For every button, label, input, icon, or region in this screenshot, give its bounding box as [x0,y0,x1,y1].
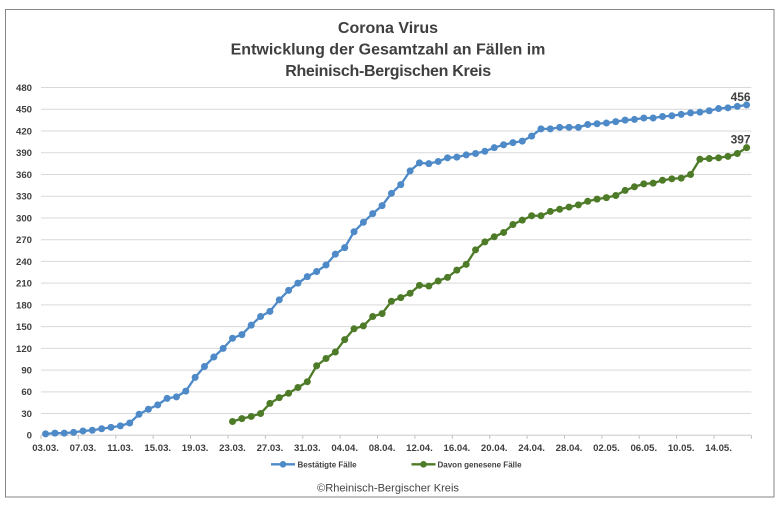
svg-text:150: 150 [16,322,32,333]
svg-text:02.05.: 02.05. [593,443,620,454]
svg-text:31.03.: 31.03. [294,443,321,454]
svg-text:210: 210 [16,279,32,290]
svg-text:10.05.: 10.05. [668,443,695,454]
svg-text:24.04.: 24.04. [518,443,545,454]
svg-text:30: 30 [21,409,32,420]
svg-text:90: 90 [21,366,32,377]
svg-text:©Rheinisch-Bergischer Kreis: ©Rheinisch-Bergischer Kreis [317,483,459,495]
svg-text:456: 456 [731,90,751,104]
svg-text:480: 480 [16,83,32,94]
svg-text:180: 180 [16,300,32,311]
svg-text:23.03.: 23.03. [219,443,246,454]
svg-text:28.04.: 28.04. [556,443,583,454]
svg-text:240: 240 [16,257,32,268]
svg-text:420: 420 [16,126,32,137]
svg-text:330: 330 [16,192,32,203]
svg-text:Bestätigte Fälle: Bestätigte Fälle [298,460,358,469]
svg-text:Corona Virus: Corona Virus [338,20,438,37]
svg-text:300: 300 [16,213,32,224]
svg-text:Davon genesene Fälle: Davon genesene Fälle [438,460,523,469]
svg-text:397: 397 [731,133,751,147]
svg-text:270: 270 [16,235,32,246]
svg-text:0: 0 [27,431,32,442]
svg-text:16.04.: 16.04. [444,443,471,454]
svg-text:14.05.: 14.05. [705,443,732,454]
svg-text:450: 450 [16,105,32,116]
svg-text:12.04.: 12.04. [406,443,433,454]
svg-text:11.03.: 11.03. [107,443,133,454]
svg-text:03.03.: 03.03. [32,443,59,454]
svg-text:20.04.: 20.04. [481,443,508,454]
svg-text:60: 60 [21,387,32,398]
svg-text:04.04.: 04.04. [331,443,358,454]
svg-text:06.05.: 06.05. [630,443,657,454]
svg-text:Rheinisch-Bergischen Kreis: Rheinisch-Bergischen Kreis [285,63,491,80]
svg-text:07.03.: 07.03. [70,443,97,454]
svg-text:Entwicklung der Gesamtzahl an: Entwicklung der Gesamtzahl an Fällen im [231,42,546,59]
svg-text:27.03.: 27.03. [257,443,284,454]
svg-text:360: 360 [16,170,32,181]
svg-text:15.03.: 15.03. [144,443,171,454]
svg-text:19.03.: 19.03. [182,443,209,454]
svg-text:08.04.: 08.04. [369,443,396,454]
svg-text:120: 120 [16,344,32,355]
svg-text:390: 390 [16,148,32,159]
